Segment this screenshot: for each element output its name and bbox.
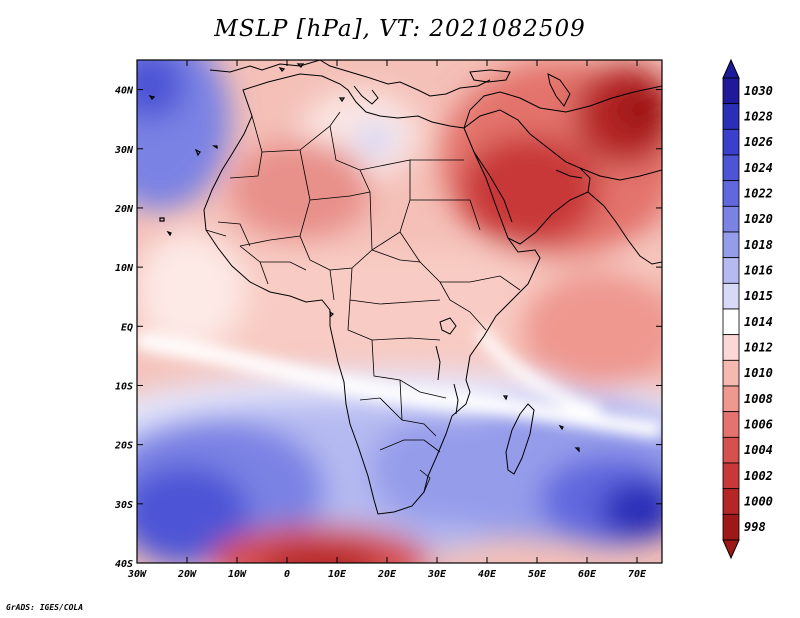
lat-tick-label: 40N [115,86,134,97]
lon-tick-label: 60E [578,569,597,580]
colorbar-bottom-arrow [722,539,740,560]
colorbar-label: 1018 [744,238,773,252]
lon-tick-label: 20W [177,569,197,580]
colorbar-label: 998 [744,520,766,534]
lon-tick-label: 30W [127,569,147,580]
lon-tick-label: 0 [284,569,290,580]
colorbar-label: 1030 [744,84,773,98]
lat-tick-label: EQ [121,322,133,333]
madagascar-coastline [505,403,535,475]
lat-tick-label: 40S [115,559,133,570]
colorbar-swatch [722,308,740,336]
colorbar-top-arrow [722,58,740,79]
colorbar-label: 1014 [744,315,773,329]
lat-tick-label: 10S [115,381,133,392]
pressure-field [137,60,662,563]
map-title: MSLP [hPa], VT: 2021082509 [214,16,586,42]
colorbar-swatch [722,359,740,387]
colorbar-label: 1002 [744,469,773,483]
colorbar-swatch [722,180,740,207]
credit-label: GrADS: IGES/COLA [6,603,84,612]
colorbar-swatch [722,513,740,541]
lon-tick-label: 50E [528,569,547,580]
colorbar-label: 1000 [744,495,773,509]
lon-axis: 30W 20W 10W 0 10E 20E 30E 40E 50E 60E 70E [127,569,647,580]
colorbar-swatch [722,231,740,259]
lon-tick-label: 10E [328,569,347,580]
map-frame [136,59,663,564]
lat-axis: 40N 30N 20N 10N EQ 10S 20S 30S 40S [114,86,134,570]
colorbar-label: 1028 [744,110,773,124]
colorbar-swatch [722,411,740,438]
colorbar-swatch [722,77,740,105]
colorbar-swatch [722,282,740,310]
colorbar-swatch [722,436,740,464]
lon-tick-label: 10W [228,569,247,580]
lat-tick-label: 20S [114,441,133,452]
colorbar: 1030 1028 1026 1024 1022 1020 1018 1016 1015 1014… [722,58,773,560]
colorbar-swatch [722,257,740,284]
colorbar-label: 1016 [744,264,773,278]
africa-coastline [203,73,541,515]
lon-tick-label: 20E [377,569,397,580]
lat-tick-label: 20N [114,204,134,215]
colorbar-swatch [722,128,740,156]
colorbar-swatch [722,103,740,130]
lon-tick-label: 30E [427,569,447,580]
colorbar-label: 1004 [744,443,773,457]
colorbar-label: 1020 [744,212,773,226]
lat-tick-label: 10N [115,263,134,274]
lon-tick-label: 40E [478,569,497,580]
coastlines [148,60,662,515]
colorbar-label: 1006 [744,418,773,432]
colorbar-swatch [722,205,740,233]
colorbar-swatch [722,334,740,361]
axis-ticks [136,60,662,564]
colorbar-swatch [722,154,740,182]
colorbar-swatch [722,385,740,413]
colorbar-label: 1010 [744,366,773,380]
lon-tick-label: 70E [628,569,647,580]
lat-tick-label: 30S [114,500,133,511]
colorbar-label: 1008 [744,392,773,406]
lat-tick-label: 30N [114,145,134,156]
colorbar-swatch [722,488,740,515]
colorbar-label: 1024 [744,161,773,175]
colorbar-label: 1022 [744,187,773,201]
colorbar-swatch [722,462,740,490]
colorbar-label: 1015 [744,289,773,303]
colorbar-label: 1012 [744,341,773,355]
colorbar-label: 1026 [744,135,773,149]
